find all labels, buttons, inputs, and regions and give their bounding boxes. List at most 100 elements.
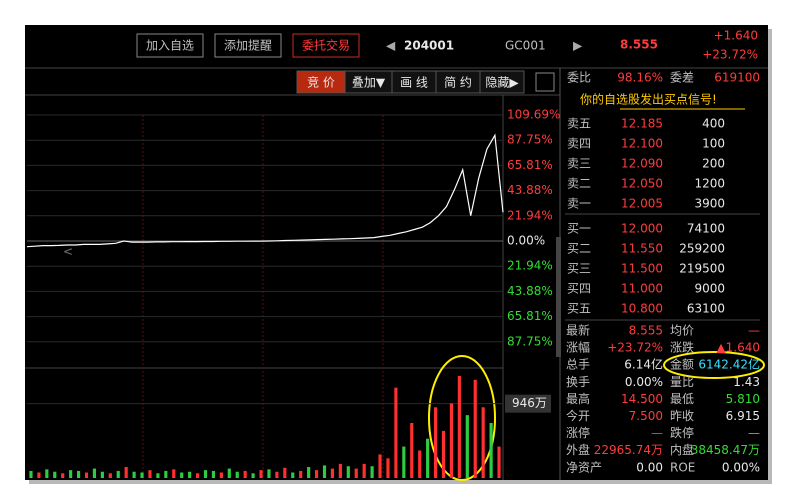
volume-bar [275,471,279,478]
volume-bar [386,458,390,478]
stat-label: 量比 [670,375,694,389]
y-tick-label: 65.81% [507,158,553,172]
volume-bar [69,470,73,478]
book-label: 卖一 [567,197,591,211]
volume-bar [307,467,311,478]
volume-bar [354,468,358,478]
stat-value: +23.72% [607,341,663,355]
header-button-label[interactable]: 委托交易 [302,38,350,53]
signal-text[interactable]: 你的自选股发出买点信号! [580,92,717,107]
book-volume: 400 [702,117,725,131]
weibi-cell: 98.16% [617,71,663,85]
stat-label: 总手 [566,358,590,372]
header-button[interactable] [136,33,204,58]
book-price: 10.800 [621,302,663,316]
stat-label: 净资产 [566,460,602,474]
volume-bar [45,469,49,478]
change: +1.640 [714,29,758,43]
volume-bar [362,463,366,478]
book-label: 卖二 [567,177,591,191]
volume-bar [426,438,430,478]
stat-label: 涨幅 [566,340,590,355]
highlight-ellipse [428,355,496,481]
book-label: 买五 [567,302,591,316]
header-button-label[interactable]: 加入自选 [146,39,194,53]
stat-label: 涨停 [566,425,590,440]
volume-bar [418,450,422,478]
volume-bar [235,471,239,478]
stat-value: 7.500 [629,409,663,423]
book-label: 买一 [567,222,591,236]
vertical-grid [142,115,384,480]
book-volume: 100 [702,137,725,151]
book-price: 12.185 [621,117,663,131]
volume-bar [164,470,168,478]
stat-value: 0.00% [625,375,663,389]
toolbar-label[interactable]: 隐藏▶ [485,76,519,90]
next-arrow[interactable]: ▶ [573,39,583,53]
toolbar-label[interactable]: 竞 价 [307,76,335,90]
volume-bar [481,407,485,478]
stat-label: 换手 [566,375,590,389]
toolbar-label[interactable]: 画 线 [400,76,428,90]
stat-value: 8.555 [629,324,663,338]
stat-label: 跌停 [670,425,694,440]
last-price: 8.555 [620,38,658,52]
y-tick-label: 43.88% [507,183,553,197]
header-button[interactable] [214,33,282,58]
volume-bar [433,407,438,478]
volume-bar [156,473,160,478]
stat-value: — [748,426,760,440]
volume-bar [330,468,335,478]
book-volume: 200 [702,157,725,171]
volume-bar [108,473,112,478]
book-price: 11.550 [621,242,663,256]
book-volume: 219500 [679,262,725,276]
volume-bar [195,473,200,478]
toolbar-label[interactable]: 简 约 [444,75,472,90]
toolbar-button[interactable] [479,70,525,94]
volume-bar [465,415,469,478]
stat-label: 昨收 [670,409,694,423]
volume-bar [84,472,89,478]
volume-bar [140,472,144,478]
y-tick-label: 0.00% [507,234,545,248]
toolbar-label[interactable]: 叠加▼ [352,76,386,90]
volume-bar [457,375,461,478]
y-tick-label: 65.81% [507,309,553,323]
book-price: 11.000 [621,282,663,296]
volume-bar [473,379,477,478]
volume-bar [259,470,263,478]
volume-bar [219,472,223,478]
stat-value: 5.810 [726,392,760,406]
fullscreen-icon[interactable] [535,72,555,92]
header-button[interactable] [292,33,360,58]
volume-bar [53,471,57,478]
stat-value: 6142.42亿 [698,357,760,372]
header-button-label[interactable]: 添加提醒 [224,38,272,53]
volume-bar [211,470,216,478]
prev-arrow[interactable]: ◀ [386,39,396,53]
y-tick-label: 87.75% [507,133,553,147]
volume-bar [243,470,247,478]
volume-bar [188,471,192,478]
y-tick-label: 109.69% [507,108,560,122]
y-tick-label: 43.88% [507,284,553,298]
stat-label: 最新 [566,323,590,338]
stat-value: 0.00 [636,460,663,474]
stat-label: 涨跌 [670,340,694,355]
y-tick-label: 87.75% [507,334,553,348]
volume-bar [346,466,350,478]
volume-bar [314,470,319,478]
book-volume: 1200 [694,177,725,191]
volume-bar [291,472,295,478]
y-tick-label: 21.94% [507,208,553,222]
stat-label: 外盘 [566,442,590,457]
stat-label: 内盘 [670,442,694,457]
volume-bar [402,446,406,478]
weibi-cell: 委比 [567,71,591,85]
stat-value: — [748,324,760,338]
stat-value: 0.00% [722,460,760,474]
book-price: 12.005 [621,197,663,211]
book-label: 买四 [567,282,591,296]
